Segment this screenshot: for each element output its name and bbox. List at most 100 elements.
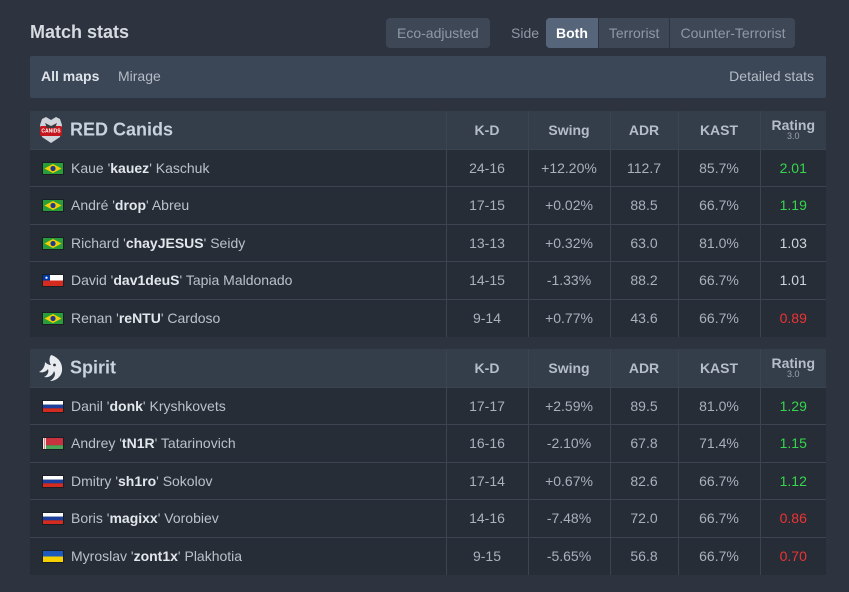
- player-nickname: donk: [109, 397, 143, 414]
- red-canids-logo: CANIDS: [36, 115, 66, 145]
- ukraine-flag-icon: [42, 550, 64, 563]
- player-last-name: Vorobiev: [164, 510, 219, 527]
- kd-cell: 16-16: [445, 424, 528, 462]
- table-row: Andrey 'tN1R' Tatarinovich 16-16 -2.10% 67.…: [30, 424, 826, 462]
- table-row: Dmitry 'sh1ro' Sokolov 17-14 +0.67% 82.6 66.…: [30, 461, 826, 500]
- eco-adjusted-toggle[interactable]: Eco-adjusted: [386, 18, 490, 48]
- side-counter-terrorist-button[interactable]: Counter-Terrorist: [669, 18, 795, 48]
- side-both-button[interactable]: Both: [546, 18, 598, 48]
- player-first-name: Kaue: [71, 159, 104, 176]
- column-header-swing[interactable]: Swing: [527, 349, 610, 387]
- player-nickname: zont1x: [133, 548, 178, 564]
- swing-cell: -5.65%: [527, 536, 610, 575]
- kast-cell: 71.4%: [677, 424, 760, 462]
- rating-label: Rating: [771, 355, 816, 372]
- player-nickname: reNTU: [118, 310, 161, 326]
- kast-cell: 66.7%: [677, 186, 760, 224]
- player-cell: Myroslav 'zont1x' Plakhotia: [30, 536, 446, 575]
- swing-cell: -1.33%: [527, 261, 610, 299]
- kd-cell: 14-15: [445, 261, 528, 299]
- team-name[interactable]: Spirit: [70, 357, 117, 378]
- player-name-link[interactable]: Renan 'reNTU' Cardoso: [71, 310, 221, 326]
- column-header-adr[interactable]: ADR: [609, 111, 678, 149]
- kd-cell: 9-14: [445, 298, 528, 337]
- column-header-adr[interactable]: ADR: [609, 349, 678, 387]
- rating-label: Rating: [771, 117, 816, 134]
- adr-cell: 88.2: [609, 261, 678, 299]
- map-tab-all-maps[interactable]: All maps: [41, 68, 100, 84]
- player-last-name: Kryshkovets: [149, 397, 226, 414]
- table-row: Richard 'chayJESUS' Seidy 13-13 +0.32% 63.0…: [30, 223, 826, 262]
- swing-cell: +0.67%: [527, 461, 610, 500]
- russia-flag-icon: [42, 512, 64, 526]
- player-name-link[interactable]: Dmitry 'sh1ro' Sokolov: [71, 472, 213, 489]
- player-last-name: Tatarinovich: [160, 435, 236, 452]
- player-cell: Kaue 'kauez' Kaschuk: [30, 148, 446, 187]
- kd-cell: 9-15: [445, 536, 528, 575]
- swing-cell: -7.48%: [527, 499, 610, 537]
- swing-cell: +12.20%: [527, 148, 610, 187]
- spirit-logo: [36, 353, 66, 383]
- player-first-name: David: [71, 272, 107, 289]
- player-name-link[interactable]: Richard 'chayJESUS' Seidy: [71, 234, 246, 251]
- kd-cell: 24-16: [445, 148, 528, 187]
- kast-cell: 81.0%: [677, 386, 760, 425]
- player-name-link[interactable]: André 'drop' Abreu: [71, 197, 190, 214]
- column-header-rating[interactable]: Rating 3.0: [759, 349, 826, 387]
- adr-cell: 67.8: [609, 424, 678, 462]
- player-nickname: magixx: [109, 510, 158, 527]
- player-last-name: Kaschuk: [155, 159, 210, 176]
- brazil-flag-icon: [42, 312, 64, 325]
- player-name-link[interactable]: Kaue 'kauez' Kaschuk: [71, 159, 210, 176]
- column-header-swing[interactable]: Swing: [527, 111, 610, 149]
- column-header-kast[interactable]: KAST: [677, 349, 760, 387]
- rating-version: 3.0: [786, 369, 800, 380]
- column-header-kd[interactable]: K-D: [445, 349, 528, 387]
- column-header-kd[interactable]: K-D: [445, 111, 528, 149]
- svg-text:CANIDS: CANIDS: [41, 128, 61, 134]
- player-name-link[interactable]: Danil 'donk' Kryshkovets: [71, 397, 226, 414]
- player-name-link[interactable]: David 'dav1deuS' Tapia Maldonado: [71, 272, 293, 289]
- player-last-name: Seidy: [210, 234, 246, 251]
- adr-cell: 112.7: [609, 148, 678, 187]
- player-last-name: Tapia Maldonado: [185, 272, 293, 289]
- rating-cell: 1.15: [759, 424, 826, 462]
- player-name-link[interactable]: Andrey 'tN1R' Tatarinovich: [71, 435, 236, 452]
- kast-cell: 66.7%: [677, 536, 760, 575]
- team-header-cell: Spirit: [30, 349, 446, 387]
- player-first-name: Boris: [71, 510, 103, 527]
- brazil-flag-icon: [42, 199, 64, 213]
- team-stats-table: CANIDS RED Canids K-D Swing ADR KAST Rating 3.0…: [30, 111, 826, 337]
- rating-cell: 0.89: [759, 298, 826, 337]
- rating-cell: 0.86: [759, 499, 826, 537]
- adr-cell: 89.5: [609, 386, 678, 425]
- detailed-stats-link[interactable]: Detailed stats: [729, 68, 814, 84]
- player-first-name: André: [71, 197, 109, 214]
- russia-flag-icon: [42, 474, 64, 488]
- player-first-name: Dmitry: [71, 472, 112, 489]
- player-last-name: Sokolov: [162, 472, 213, 489]
- player-nickname: dav1deuS: [113, 272, 180, 289]
- swing-cell: -2.10%: [527, 424, 610, 462]
- team-header-row: CANIDS RED Canids K-D Swing ADR KAST Rating 3.0: [30, 111, 826, 149]
- page-title: Match stats: [30, 22, 130, 42]
- side-filter-group: Both Terrorist Counter-Terrorist: [546, 18, 796, 48]
- column-header-rating[interactable]: Rating 3.0: [759, 111, 826, 149]
- kd-cell: 17-17: [445, 386, 528, 425]
- rating-cell: 1.12: [759, 461, 826, 500]
- player-cell: Danil 'donk' Kryshkovets: [30, 386, 446, 425]
- rating-cell: 1.03: [759, 223, 826, 262]
- player-first-name: Andrey: [71, 435, 116, 452]
- rating-cell: 1.19: [759, 186, 826, 224]
- map-selector-bar: All maps Mirage Detailed stats: [30, 56, 826, 98]
- side-terrorist-button[interactable]: Terrorist: [597, 18, 670, 48]
- map-tab-mirage[interactable]: Mirage: [118, 68, 161, 84]
- adr-cell: 63.0: [609, 223, 678, 262]
- player-name-link[interactable]: Myroslav 'zont1x' Plakhotia: [71, 548, 243, 564]
- player-cell: David 'dav1deuS' Tapia Maldonado: [30, 261, 446, 299]
- table-row: David 'dav1deuS' Tapia Maldonado 14-15 -1.…: [30, 261, 826, 299]
- column-header-kast[interactable]: KAST: [677, 111, 760, 149]
- player-cell: Boris 'magixx' Vorobiev: [30, 499, 446, 537]
- team-name[interactable]: RED Canids: [70, 119, 174, 140]
- player-name-link[interactable]: Boris 'magixx' Vorobiev: [71, 510, 219, 527]
